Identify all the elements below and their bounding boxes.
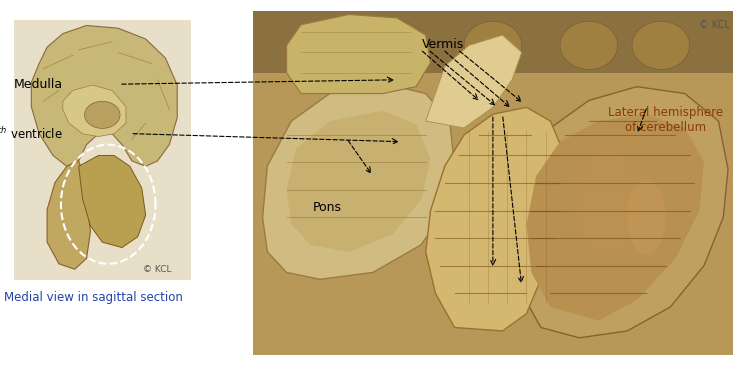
Ellipse shape [627,180,666,255]
Ellipse shape [580,152,637,255]
Text: Pons: Pons [312,201,341,214]
Polygon shape [31,26,177,166]
Text: Medial view in sagittal section: Medial view in sagittal section [4,291,182,304]
Polygon shape [47,161,91,269]
Polygon shape [286,111,431,252]
Ellipse shape [296,21,353,70]
Text: Medulla: Medulla [14,78,63,91]
Polygon shape [263,83,455,279]
Ellipse shape [368,21,426,70]
Polygon shape [527,114,704,321]
Polygon shape [426,107,565,331]
Ellipse shape [560,21,618,70]
Polygon shape [507,87,728,338]
Ellipse shape [85,101,120,128]
Polygon shape [286,14,431,94]
Ellipse shape [464,21,522,70]
Text: Lateral hemisphere
of cerebellum: Lateral hemisphere of cerebellum [609,106,723,134]
Text: © KCL: © KCL [144,265,172,274]
Text: Vermis: Vermis [422,38,464,52]
Text: $4^{th}$ ventricle: $4^{th}$ ventricle [0,126,63,142]
Polygon shape [426,35,522,128]
Text: © KCL: © KCL [699,20,730,30]
Bar [253,11,733,73]
Polygon shape [62,85,126,137]
Polygon shape [79,156,146,247]
Ellipse shape [632,21,690,70]
Polygon shape [13,20,191,280]
